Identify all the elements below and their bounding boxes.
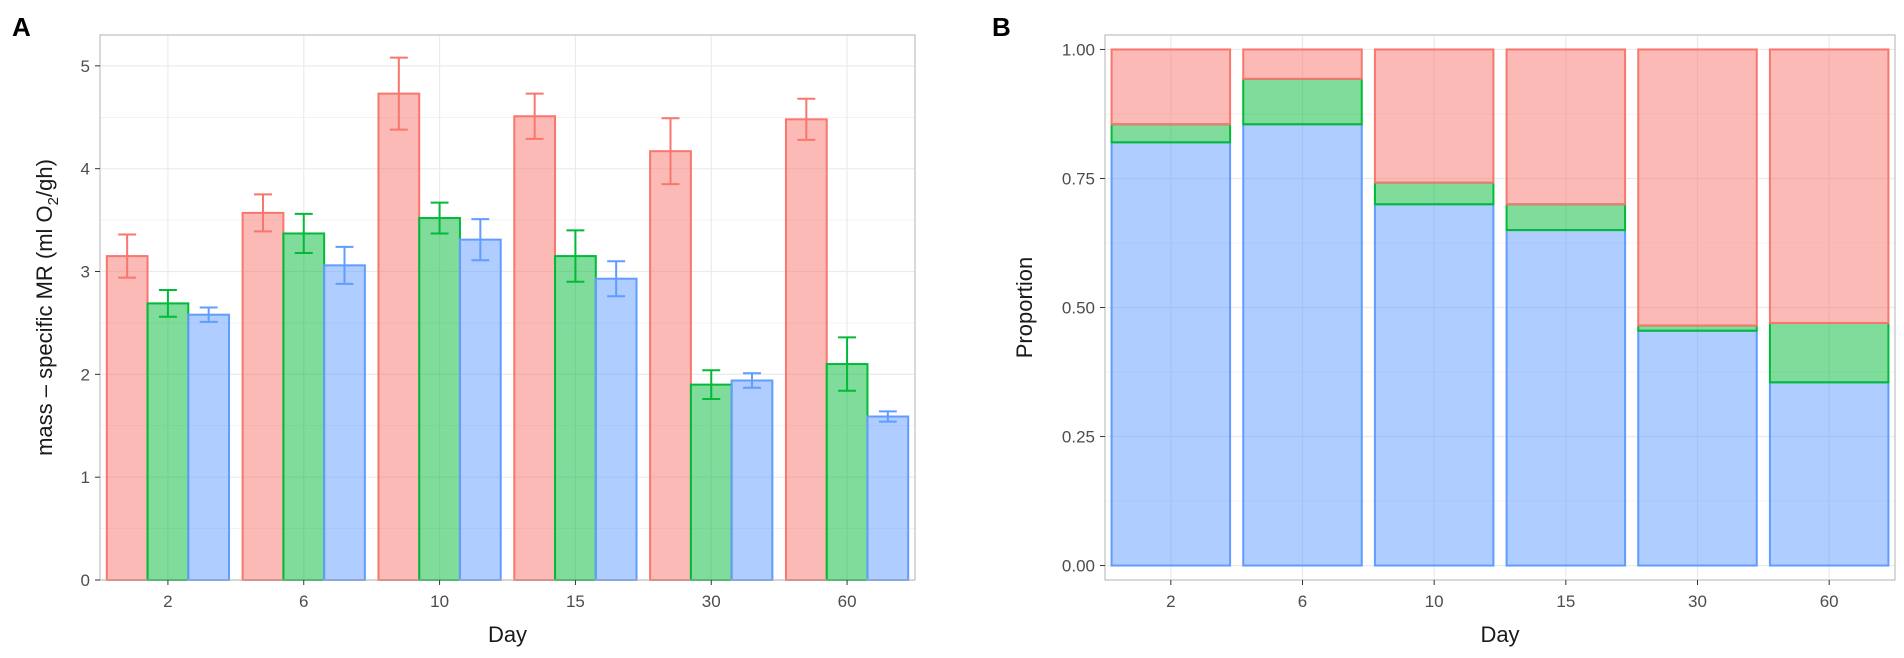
panel-b-label: B <box>992 12 1011 42</box>
panel-a-bar-green-day-10 <box>418 217 461 581</box>
panel-a-plot-border <box>99 34 916 581</box>
panel-a-errorbar-green-day-6 <box>294 212 313 254</box>
panel-b-bar-segment-blue-day-6 <box>1242 123 1363 567</box>
panel-a-y-axis-title-subscript: 2 <box>45 197 62 205</box>
panel-a-y-tick-label: 3 <box>81 263 90 282</box>
panel-a-errorbar-green-day-2 <box>158 289 177 318</box>
panel-a-errorbar-green-day-15 <box>566 229 585 283</box>
panel-a-errorbar-red-day-2 <box>118 233 137 279</box>
panel-a-y-tick-label: 5 <box>81 57 90 76</box>
panel-a-errorbar-blue-day-60 <box>878 410 897 423</box>
panel-b-bar-segment-red-day-30 <box>1637 48 1758 327</box>
panel-a-x-axis-title: Day <box>488 622 527 647</box>
panel-a-x-tick-label: 30 <box>702 592 721 611</box>
panel-a-bar-red-day-2 <box>105 255 149 581</box>
panel-a-errorbar-red-day-30 <box>661 117 680 186</box>
panel-a-bar-blue-day-30 <box>730 379 774 581</box>
panel-a-x-tick-label: 15 <box>566 592 585 611</box>
panel-a-x-tick-label: 6 <box>299 592 308 611</box>
panel-b-y-axis-title: Proportion <box>1012 257 1037 359</box>
panel-a-x-tick-label: 10 <box>430 592 449 611</box>
panel-a-label: A <box>12 12 31 42</box>
panel-a-y-tick-label: 4 <box>81 160 90 179</box>
panel-a-bar-red-day-30 <box>649 150 692 581</box>
panel-b-bar-segment-green-day-2 <box>1110 123 1232 144</box>
panel-a-bar-green-day-60 <box>825 363 869 581</box>
panel-b-bar-segment-green-day-60 <box>1768 321 1890 384</box>
panel-a-errorbar-green-day-10 <box>430 201 449 235</box>
panel-a-bar-green-day-6 <box>282 232 326 582</box>
panel-a-y-axis-title-end: /gh) <box>32 159 57 197</box>
panel-b-bar-segment-red-day-15 <box>1505 48 1627 206</box>
panel-b-bar-segment-red-day-2 <box>1110 48 1232 126</box>
panel-a-x-tick-label: 2 <box>163 592 172 611</box>
panel-a: A 0 1 2 3 4 5 2 6 10 15 30 60 Day mass – specific … <box>12 12 916 647</box>
panel-b-bar-segment-green-day-15 <box>1505 203 1627 232</box>
panel-b-x-tick-label: 6 <box>1298 592 1307 611</box>
panel-a-errorbar-red-day-10 <box>389 56 408 131</box>
panel-a-bar-red-day-10 <box>377 92 421 581</box>
panel-b-y-tick-label: 0.75 <box>1062 169 1095 188</box>
panel-a-errorbar-blue-day-10 <box>471 218 490 262</box>
panel-b-y-tick-labels: 0.00 0.25 0.50 0.75 1.00 <box>1062 40 1105 576</box>
panel-a-bar-blue-day-15 <box>594 277 638 581</box>
panel-a-errorbar-red-day-60 <box>797 97 816 141</box>
panel-b-bar-segment-green-day-10 <box>1373 181 1495 206</box>
panel-b-y-tick-label: 0.50 <box>1062 299 1095 318</box>
panel-b-x-tick-label: 30 <box>1688 592 1707 611</box>
panel-a-bars <box>105 56 910 582</box>
panel-b: B 0.00 0.25 0.50 0.75 1.00 2 6 10 15 30 60 Day Pr… <box>992 12 1896 647</box>
panel-a-x-tick-label: 60 <box>838 592 857 611</box>
panel-a-y-tick-label: 2 <box>81 365 90 384</box>
panel-a-bar-green-day-15 <box>554 255 597 581</box>
panel-b-bar-segment-green-day-6 <box>1242 77 1363 126</box>
panel-b-x-tick-label: 2 <box>1166 592 1175 611</box>
panel-b-bars <box>1110 48 1890 567</box>
panel-a-errorbar-blue-day-6 <box>335 245 354 285</box>
panel-a-plot-background <box>100 35 915 580</box>
panel-b-bar-segment-red-day-6 <box>1242 48 1363 80</box>
panel-a-gridlines <box>100 35 915 581</box>
panel-a-y-tick-labels: 0 1 2 3 4 5 <box>81 57 100 590</box>
panel-a-errorbar-red-day-15 <box>525 92 544 140</box>
panel-a-errorbar-green-day-60 <box>838 336 857 392</box>
panel-b-y-tick-label: 0.25 <box>1062 428 1095 447</box>
panel-b-bar-segment-blue-day-10 <box>1373 203 1495 567</box>
panel-a-y-axis-title: mass – specific MR (ml O2/gh) <box>32 159 62 456</box>
panel-a-bar-green-day-30 <box>689 383 733 582</box>
panel-a-bar-red-day-60 <box>784 118 828 582</box>
panel-a-errorbar-blue-day-15 <box>607 260 626 298</box>
panel-b-y-tick-label: 1.00 <box>1062 40 1095 59</box>
panel-b-y-tick-label: 0.00 <box>1062 557 1095 576</box>
panel-b-x-tick-labels: 2 6 10 15 30 60 <box>1166 580 1839 611</box>
panel-b-bar-segment-blue-day-2 <box>1110 141 1232 567</box>
panel-a-errorbar-green-day-30 <box>702 369 721 401</box>
panel-a-y-tick-label: 1 <box>81 468 90 487</box>
panel-b-bar-segment-blue-day-60 <box>1768 381 1890 567</box>
panel-a-bar-green-day-2 <box>146 302 190 581</box>
panel-a-bar-red-day-15 <box>513 115 557 582</box>
panel-b-bar-segment-blue-day-30 <box>1637 329 1758 567</box>
panel-a-errorbar-blue-day-2 <box>199 306 218 323</box>
panel-a-bar-red-day-6 <box>241 211 285 581</box>
panel-b-x-tick-label: 15 <box>1556 592 1575 611</box>
panel-a-bar-blue-day-60 <box>866 415 910 581</box>
panel-a-y-axis-title-main: mass – specific MR (ml O <box>32 205 57 456</box>
panel-b-bar-segment-red-day-60 <box>1768 48 1890 324</box>
panel-a-errorbar-blue-day-30 <box>743 372 761 389</box>
panel-b-bar-segment-red-day-10 <box>1373 48 1495 184</box>
panel-a-errorbar-red-day-6 <box>254 193 272 233</box>
panel-a-bar-blue-day-10 <box>458 238 502 581</box>
panel-a-x-tick-labels: 2 6 10 15 30 60 <box>163 580 857 611</box>
panel-b-x-tick-label: 60 <box>1820 592 1839 611</box>
panel-a-bar-blue-day-2 <box>187 313 231 581</box>
panel-b-bar-segment-blue-day-15 <box>1505 229 1627 567</box>
panel-a-y-tick-label: 0 <box>81 571 90 590</box>
panel-b-x-tick-label: 10 <box>1425 592 1444 611</box>
panel-b-x-axis-title: Day <box>1480 622 1519 647</box>
panel-a-bar-blue-day-6 <box>323 264 366 581</box>
